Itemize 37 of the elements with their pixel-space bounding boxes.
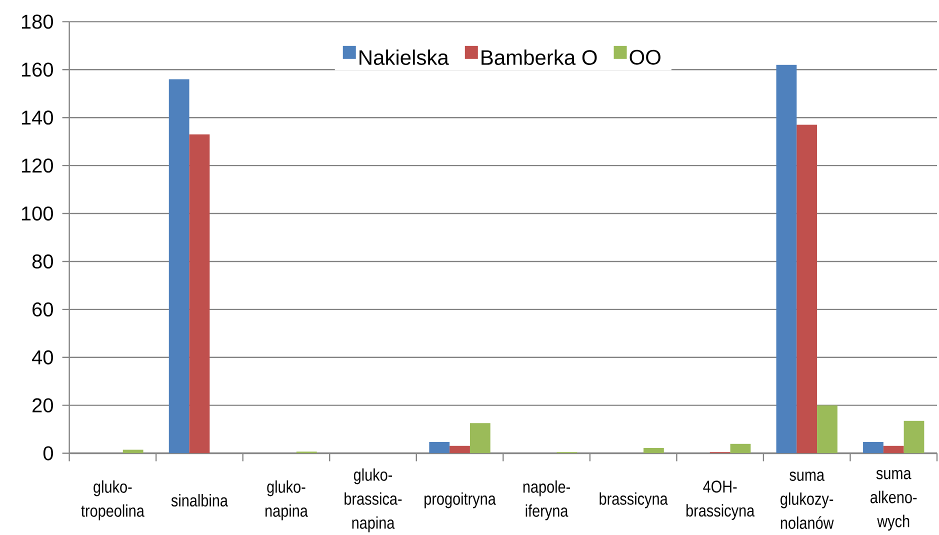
- bar: [168, 79, 190, 454]
- bar: [796, 124, 818, 454]
- bar: [863, 442, 884, 454]
- bar: [730, 444, 751, 454]
- y-tick-label: 180: [22, 14, 53, 29]
- y-tick-label: 160: [22, 62, 53, 77]
- bar: [644, 448, 664, 454]
- x-tick-label: gluko-brassica-napina: [344, 468, 402, 532]
- x-tick-label: progoitryna: [424, 492, 496, 508]
- x-tick-label: suma glukozy-nolanów: [780, 472, 834, 529]
- y-tick-label: 80: [32, 254, 53, 269]
- bar: [776, 64, 797, 454]
- bar: [122, 450, 144, 454]
- y-tick-label: 120: [22, 158, 53, 173]
- bar: [450, 446, 470, 454]
- x-tick-label: gluko-tropeolina: [81, 480, 144, 520]
- y-tick-label: 0: [43, 446, 53, 460]
- y-tick-label: 60: [32, 302, 53, 316]
- bar: [429, 442, 450, 454]
- legend-label: Nakielska: [360, 50, 449, 65]
- x-tick-label: suma alkeno-wych: [870, 470, 917, 531]
- y-tick-label: 140: [22, 110, 53, 125]
- bar: [470, 423, 490, 454]
- y-tick-label: 100: [22, 206, 53, 221]
- x-tick-label: brassicyna: [600, 492, 668, 508]
- y-tick-label: 20: [32, 398, 53, 412]
- x-tick-label: sinalbina: [171, 494, 228, 507]
- bar: [189, 134, 210, 454]
- x-tick-label: 4OH-brassicyna: [686, 480, 755, 520]
- bar: [817, 405, 838, 454]
- bar: [883, 446, 904, 454]
- legend-label: Bamberka O: [482, 50, 597, 65]
- y-tick-label: 40: [32, 350, 53, 364]
- x-tick-label: gluko-napina: [265, 480, 308, 520]
- bar: [904, 420, 924, 454]
- x-tick-label: napole-iferyna: [523, 480, 570, 520]
- legend-label: OO: [630, 50, 660, 65]
